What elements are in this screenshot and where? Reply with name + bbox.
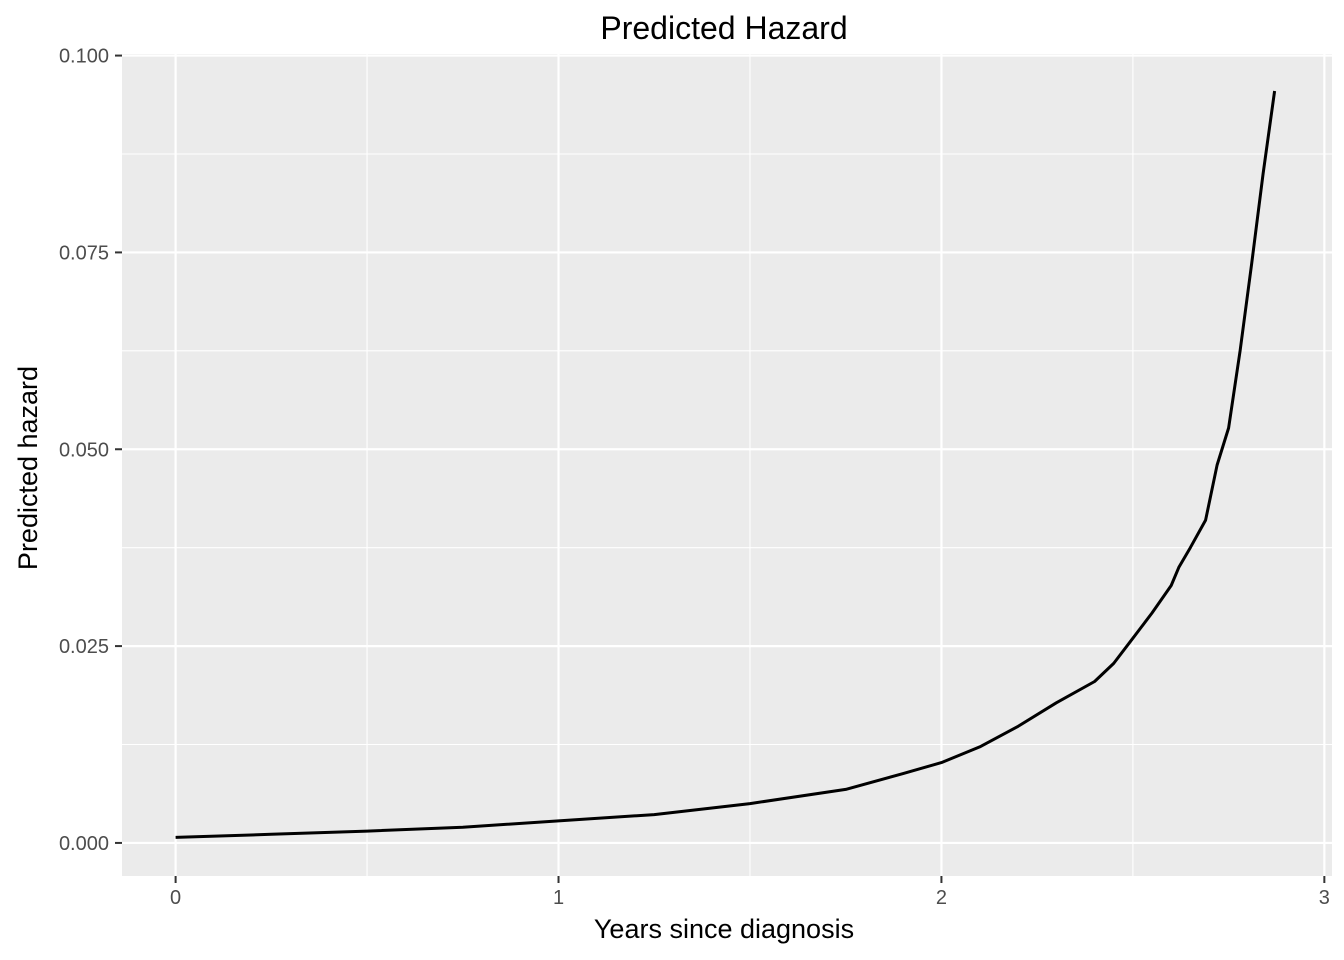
x-tick-label: 0 [170, 887, 181, 909]
y-tick-label: 0.075 [59, 242, 109, 264]
x-tick-label: 1 [553, 887, 564, 909]
x-tick-label: 3 [1319, 887, 1330, 909]
plot-panel [122, 54, 1332, 876]
minor-gridlines [122, 54, 1332, 876]
hazard-line [175, 90, 1277, 839]
series-group [175, 90, 1277, 839]
y-axis: 0.000 0.025 0.050 0.075 0.100 [59, 46, 122, 855]
y-tick-label: 0.100 [59, 46, 109, 68]
chart-title: Predicted Hazard [600, 10, 847, 46]
x-tick-label: 2 [936, 887, 947, 909]
x-axis-label: Years since diagnosis [594, 914, 854, 944]
y-tick-label: 0.050 [59, 439, 109, 461]
y-tick-label: 0.025 [59, 636, 109, 658]
y-axis-label: Predicted hazard [13, 366, 43, 570]
major-gridlines [122, 54, 1332, 876]
y-tick-label: 0.000 [59, 833, 109, 855]
x-axis: 0 1 2 3 [170, 876, 1330, 909]
